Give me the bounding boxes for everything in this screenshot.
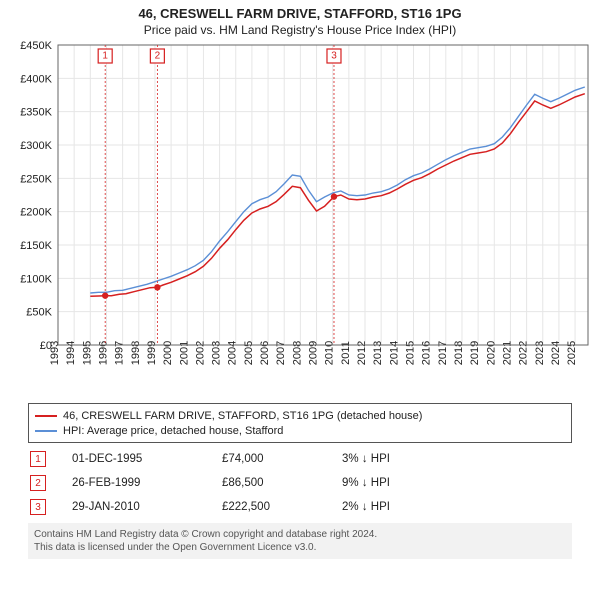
svg-text:£50K: £50K — [26, 307, 52, 319]
svg-text:£200K: £200K — [20, 207, 52, 219]
svg-text:1995: 1995 — [81, 341, 93, 365]
svg-text:2002: 2002 — [194, 341, 206, 365]
sale-price: £74,000 — [222, 453, 342, 465]
legend-swatch — [35, 415, 57, 417]
svg-text:2012: 2012 — [356, 341, 368, 365]
svg-text:2024: 2024 — [550, 341, 562, 365]
svg-text:£300K: £300K — [20, 140, 52, 152]
svg-text:2008: 2008 — [291, 341, 303, 365]
svg-text:2006: 2006 — [259, 341, 271, 365]
svg-text:2017: 2017 — [437, 341, 449, 365]
sale-price: £86,500 — [222, 477, 342, 489]
svg-text:2001: 2001 — [178, 341, 190, 365]
svg-text:1998: 1998 — [130, 341, 142, 365]
sales-table: 1 01-DEC-1995£74,0003% ↓ HPI 2 26-FEB-1999£… — [28, 447, 572, 519]
svg-text:2005: 2005 — [243, 341, 255, 365]
sale-diff: 2% ↓ HPI — [342, 501, 482, 513]
svg-text:2019: 2019 — [469, 341, 481, 365]
svg-text:2004: 2004 — [227, 341, 239, 365]
sale-point-3 — [331, 193, 337, 199]
svg-text:2013: 2013 — [372, 341, 384, 365]
sale-diff: 3% ↓ HPI — [342, 453, 482, 465]
sale-marker-badge: 3 — [30, 499, 46, 515]
svg-text:2016: 2016 — [421, 341, 433, 365]
sale-row: 2 26-FEB-1999£86,5009% ↓ HPI — [28, 471, 572, 495]
sale-diff: 9% ↓ HPI — [342, 477, 482, 489]
svg-text:2000: 2000 — [162, 341, 174, 365]
sale-row: 3 29-JAN-2010£222,5002% ↓ HPI — [28, 495, 572, 519]
svg-text:1994: 1994 — [65, 341, 77, 365]
svg-text:2021: 2021 — [501, 341, 513, 365]
chart-title-sub: Price paid vs. HM Land Registry's House … — [0, 23, 600, 37]
svg-text:2022: 2022 — [518, 341, 530, 365]
chart-title-address: 46, CRESWELL FARM DRIVE, STAFFORD, ST16 … — [0, 6, 600, 21]
svg-text:1999: 1999 — [146, 341, 158, 365]
svg-text:1: 1 — [102, 51, 108, 62]
sale-row: 1 01-DEC-1995£74,0003% ↓ HPI — [28, 447, 572, 471]
footer-line: This data is licensed under the Open Gov… — [34, 541, 566, 554]
svg-text:1996: 1996 — [97, 341, 109, 365]
legend: 46, CRESWELL FARM DRIVE, STAFFORD, ST16 … — [28, 403, 572, 443]
footer-attribution: Contains HM Land Registry data © Crown c… — [28, 523, 572, 559]
legend-swatch — [35, 430, 57, 432]
svg-text:2010: 2010 — [324, 341, 336, 365]
legend-item: 46, CRESWELL FARM DRIVE, STAFFORD, ST16 … — [35, 408, 565, 423]
svg-text:2003: 2003 — [211, 341, 223, 365]
svg-text:2014: 2014 — [388, 341, 400, 365]
svg-text:2020: 2020 — [485, 341, 497, 365]
svg-text:1993: 1993 — [49, 341, 61, 365]
svg-text:£250K: £250K — [20, 173, 52, 185]
svg-text:£350K: £350K — [20, 107, 52, 119]
svg-text:£150K: £150K — [20, 240, 52, 252]
legend-label: HPI: Average price, detached house, Staf… — [63, 425, 283, 437]
sale-date: 26-FEB-1999 — [72, 477, 222, 489]
svg-text:£450K: £450K — [20, 40, 52, 52]
sale-marker-badge: 2 — [30, 475, 46, 491]
svg-text:2018: 2018 — [453, 341, 465, 365]
svg-text:3: 3 — [331, 51, 337, 62]
svg-text:2023: 2023 — [534, 341, 546, 365]
svg-text:£100K: £100K — [20, 273, 52, 285]
sale-point-2 — [154, 284, 160, 290]
footer-line: Contains HM Land Registry data © Crown c… — [34, 528, 566, 541]
legend-label: 46, CRESWELL FARM DRIVE, STAFFORD, ST16 … — [63, 410, 422, 422]
svg-text:2025: 2025 — [566, 341, 578, 365]
svg-text:2015: 2015 — [404, 341, 416, 365]
sale-point-1 — [102, 292, 108, 298]
sale-marker-badge: 1 — [30, 451, 46, 467]
svg-text:£400K: £400K — [20, 73, 52, 85]
svg-text:2: 2 — [155, 51, 161, 62]
svg-text:2007: 2007 — [275, 341, 287, 365]
price-chart: £0£50K£100K£150K£200K£250K£300K£350K£400… — [0, 37, 600, 397]
sale-date: 29-JAN-2010 — [72, 501, 222, 513]
legend-item: HPI: Average price, detached house, Staf… — [35, 423, 565, 438]
svg-text:1997: 1997 — [114, 341, 126, 365]
sale-price: £222,500 — [222, 501, 342, 513]
sale-date: 01-DEC-1995 — [72, 453, 222, 465]
svg-text:2009: 2009 — [308, 341, 320, 365]
